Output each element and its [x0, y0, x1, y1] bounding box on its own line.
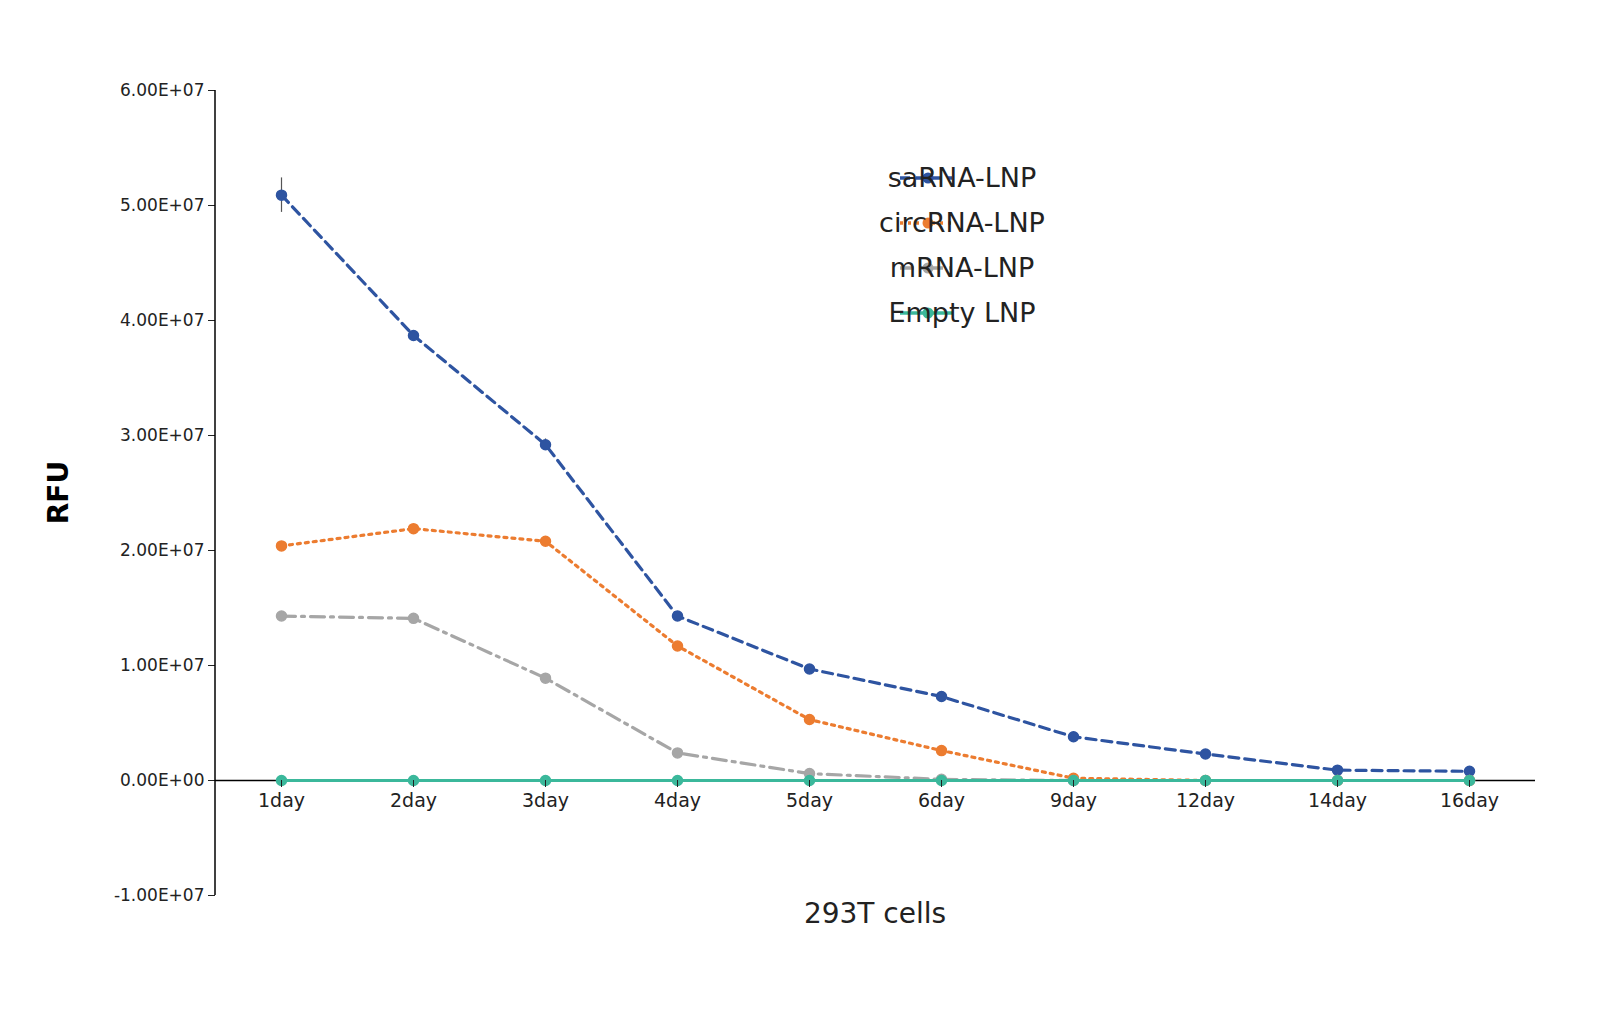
svg-text:1.00E+07: 1.00E+07	[120, 655, 204, 675]
svg-text:0.00E+00: 0.00E+00	[120, 770, 204, 790]
svg-text:3day: 3day	[522, 789, 569, 811]
svg-text:16day: 16day	[1440, 789, 1499, 811]
svg-text:4day: 4day	[654, 789, 701, 811]
svg-text:6.00E+07: 6.00E+07	[120, 80, 204, 100]
svg-text:RFU: RFU	[42, 461, 75, 524]
svg-text:saRNA-LNP: saRNA-LNP	[888, 162, 1037, 193]
svg-text:4.00E+07: 4.00E+07	[120, 310, 204, 330]
svg-text:5.00E+07: 5.00E+07	[120, 195, 204, 215]
svg-text:2day: 2day	[390, 789, 437, 811]
svg-text:Empty LNP: Empty LNP	[888, 297, 1035, 328]
svg-text:12day: 12day	[1176, 789, 1235, 811]
svg-text:9day: 9day	[1050, 789, 1097, 811]
svg-text:mRNA-LNP: mRNA-LNP	[890, 252, 1034, 283]
svg-text:1day: 1day	[258, 789, 305, 811]
svg-text:-1.00E+07: -1.00E+07	[114, 885, 205, 905]
svg-text:6day: 6day	[918, 789, 965, 811]
svg-text:293T cells: 293T cells	[804, 897, 946, 930]
svg-text:2.00E+07: 2.00E+07	[120, 540, 204, 560]
svg-text:circRNA-LNP: circRNA-LNP	[879, 207, 1045, 238]
svg-text:5day: 5day	[786, 789, 833, 811]
svg-text:3.00E+07: 3.00E+07	[120, 425, 204, 445]
svg-text:14day: 14day	[1308, 789, 1367, 811]
